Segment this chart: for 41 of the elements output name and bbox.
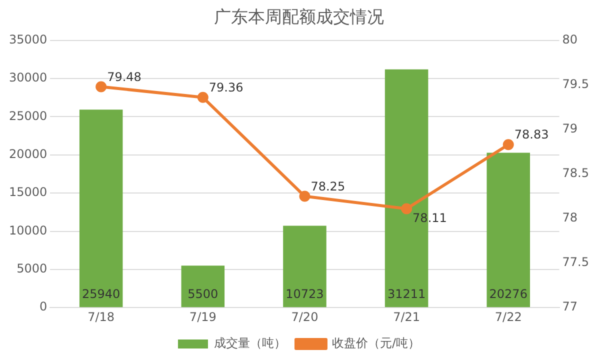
point (502, 139, 514, 150)
legend-label: 收盘价（元/吨） (332, 336, 420, 350)
data-label: 79.48 (107, 70, 142, 84)
chart-title: 广东本周配额成交情况 (214, 8, 384, 28)
point (96, 81, 107, 92)
bar (486, 152, 530, 308)
data-label: 78.83 (514, 128, 549, 142)
bar (79, 110, 123, 308)
x-tick-label: 7/18 (88, 310, 115, 324)
y2-tick-label: 79.5 (562, 77, 589, 92)
y2-tick-label: 78.5 (562, 166, 589, 180)
point (197, 92, 208, 103)
point (299, 190, 310, 202)
x-tick-label: 7/19 (189, 310, 216, 324)
data-label: 79.36 (208, 80, 244, 95)
y-tick-label: 20000 (8, 147, 48, 162)
y2-tick-label: 79 (562, 122, 578, 136)
data-label: 10723 (286, 287, 324, 302)
y-tick-label: 35000 (8, 32, 48, 47)
y2-tick-label: 80 (562, 32, 578, 47)
y-tick-label: 15000 (8, 185, 48, 200)
point (401, 203, 412, 214)
data-label: 20276 (489, 287, 528, 302)
y2-tick-label: 77.5 (562, 255, 589, 270)
y2-tick-label: 78 (562, 210, 578, 225)
bar (181, 266, 225, 308)
y-tick-label: 25000 (8, 108, 48, 123)
y-tick-label: 10000 (8, 223, 48, 238)
x-tick-label: 7/20 (291, 310, 318, 324)
legend-label: 成交量（吨） (214, 336, 286, 350)
data-label: 31211 (387, 287, 426, 302)
y2-tick-label: 77 (562, 300, 578, 314)
data-label: 5500 (188, 287, 218, 302)
y-tick-label: 30000 (8, 70, 48, 85)
x-tick-label: 7/22 (494, 310, 522, 324)
data-label: 78.25 (310, 179, 346, 194)
x-tick-label: 7/21 (393, 310, 420, 324)
y-tick-label: 5000 (16, 262, 48, 276)
bar (283, 226, 326, 308)
data-label: 25940 (82, 287, 120, 302)
y-tick-label: 0 (40, 300, 48, 314)
